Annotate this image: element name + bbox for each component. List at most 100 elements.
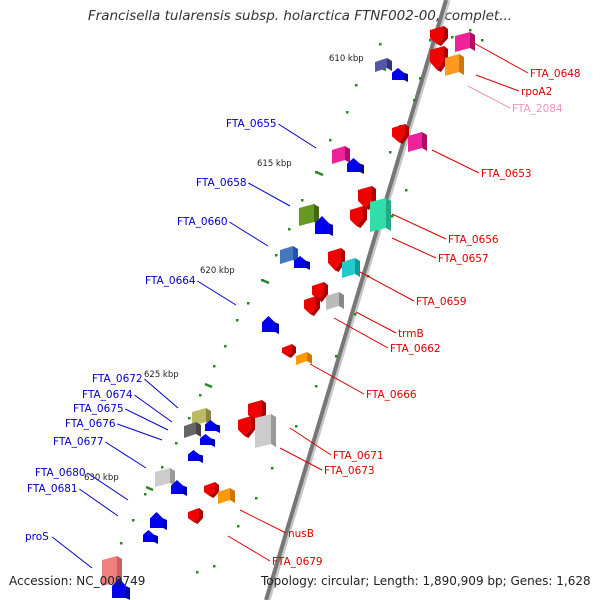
tick-dot <box>346 111 349 114</box>
leader-line <box>391 213 447 240</box>
tick-dot <box>481 39 484 42</box>
gene-FTA_0657 <box>342 258 360 278</box>
gene-face <box>205 420 216 431</box>
leader-line <box>431 149 480 174</box>
tick-dot <box>301 199 304 202</box>
gene-face <box>312 282 324 300</box>
leader-line <box>289 427 332 456</box>
tick-dot <box>236 319 239 322</box>
tick-dot <box>469 29 472 32</box>
gene-face <box>430 46 444 70</box>
gene-face <box>315 216 329 234</box>
label-FTA_0681: FTA_0681 <box>27 483 78 495</box>
label-proS: proS <box>25 531 49 543</box>
tick-dot <box>161 466 164 469</box>
gene-face <box>184 422 196 438</box>
leader-line <box>134 394 173 423</box>
tick-dot <box>275 254 278 257</box>
gene-side <box>117 556 122 585</box>
gene-face <box>445 54 459 76</box>
gene-FTA_0676 <box>205 420 220 433</box>
gene-face <box>188 450 199 461</box>
gene-FTA_0653-a <box>392 124 409 144</box>
gene-FTA_0671 <box>255 414 276 448</box>
tick-dot <box>451 36 454 39</box>
tick-dot <box>379 43 382 46</box>
gene-nusB <box>218 488 235 504</box>
gene-face <box>102 556 117 586</box>
gene-FTA_0658-box <box>299 204 319 226</box>
gene-face <box>204 482 215 496</box>
kbp-tick-mark <box>315 170 324 177</box>
gene-face <box>328 248 341 270</box>
map-title: Francisella tularensis subsp. holarctica… <box>87 8 513 24</box>
gene-face <box>218 488 230 504</box>
leader-line <box>125 408 169 431</box>
leader-line <box>117 423 163 441</box>
label-FTA_0648: FTA_0648 <box>530 68 581 80</box>
tick-dot <box>213 565 216 568</box>
tick-dot <box>389 151 392 154</box>
leader-line <box>87 472 129 501</box>
tick-dot <box>405 189 408 192</box>
leader-line <box>79 488 119 517</box>
label-FTA_0664: FTA_0664 <box>145 275 196 287</box>
topology-text: Topology: circular; Length: 1,890,909 bp… <box>261 574 591 588</box>
tick-dot <box>329 139 332 142</box>
gene-FTA_0660 <box>294 256 310 270</box>
gene-side <box>306 260 310 270</box>
label-FTA_0662: FTA_0662 <box>390 343 441 355</box>
gene-face <box>392 68 404 80</box>
gene-face <box>155 468 170 487</box>
kbp-tick-mark <box>204 382 213 389</box>
tick-dot <box>188 417 191 420</box>
leader-line <box>239 509 287 534</box>
leader-line <box>333 317 389 349</box>
gene-side <box>437 26 448 46</box>
gene-FTA_0666 <box>296 352 312 365</box>
gene-face <box>112 578 126 598</box>
leader-line <box>467 85 511 109</box>
gene-face <box>342 258 355 278</box>
gene-side <box>360 163 364 174</box>
gene-side <box>307 352 312 364</box>
leader-line <box>359 271 415 302</box>
gene-FTA_0680-box <box>155 468 175 487</box>
gene-face <box>294 256 306 268</box>
gene-FTA_0655 <box>347 158 364 174</box>
label-FTA_0655: FTA_0655 <box>226 118 277 130</box>
gene-face <box>296 352 307 365</box>
gene-side <box>404 72 408 82</box>
tick-dot <box>355 84 358 87</box>
gene-FTA_0656 <box>370 198 391 232</box>
label-trmB: trmB <box>398 328 424 340</box>
leader-line <box>355 311 397 334</box>
kbp-tick-label: 630 kbp <box>84 473 119 483</box>
tick-dot <box>199 394 202 397</box>
gene-side <box>170 468 175 486</box>
gene-FTA_0656-b <box>350 206 367 228</box>
gene-side <box>470 32 475 51</box>
gene-FTA_0680 <box>171 480 187 496</box>
label-FTA_0675: FTA_0675 <box>73 403 124 415</box>
label-FTA_0679: FTA_0679 <box>272 556 323 568</box>
tick-dot <box>413 99 416 102</box>
gene-trmB <box>326 292 344 310</box>
gene-face <box>408 132 422 152</box>
gene-FTA_0681b <box>143 530 158 544</box>
gene-FTA_2084 <box>445 54 464 76</box>
gene-FTA_0653 <box>408 132 427 152</box>
tick-dot <box>144 493 147 496</box>
gene-side <box>318 282 328 302</box>
kbp-tick-mark <box>145 485 154 492</box>
label-nusB: nusB <box>288 528 314 540</box>
gene-side <box>310 296 320 316</box>
gene-face <box>358 186 372 208</box>
label-FTA_0653: FTA_0653 <box>481 168 532 180</box>
gene-side <box>199 454 203 463</box>
gene-side <box>196 422 201 437</box>
label-FTA_2084: FTA_2084 <box>512 103 563 115</box>
gene-FTA_0674 <box>184 422 201 438</box>
label-FTA_0674: FTA_0674 <box>82 389 133 401</box>
label-FTA_0676: FTA_0676 <box>65 418 116 430</box>
